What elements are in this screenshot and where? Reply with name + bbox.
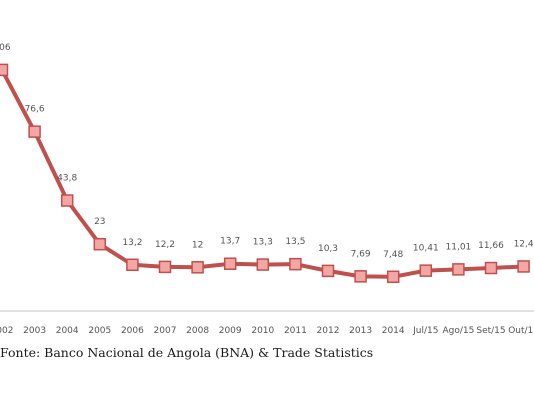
x-tick-label: Out/15	[508, 326, 534, 336]
data-point-marker	[0, 63, 9, 77]
x-tick-labels: 2002 2003 2004 2005 2006 2007 2008 2009 2010 2011…	[0, 326, 534, 336]
x-tick-label: 2007	[154, 326, 177, 336]
data-label: 7,48	[383, 250, 403, 260]
data-series	[0, 63, 530, 284]
data-label: 11,66	[478, 241, 504, 251]
data-point-marker	[452, 263, 465, 276]
data-label: 12,2	[155, 240, 175, 250]
x-tick-label: 2008	[186, 326, 209, 336]
data-label: 23	[94, 217, 105, 227]
data-labels: 106 76,6 43,8 23 13,2 12,2 12 13,7 13,3 13,5 10,3 7…	[0, 43, 534, 260]
x-tick-label: 2009	[219, 326, 242, 336]
data-label: 13,7	[220, 237, 240, 247]
data-point-marker	[484, 261, 498, 275]
data-point-marker	[256, 258, 270, 271]
x-tick-label: 2004	[56, 326, 79, 336]
x-tick-label: 2006	[121, 326, 144, 336]
source-note: Fonte: Banco Nacional de Angola (BNA) & …	[0, 345, 374, 360]
data-label: 10,3	[318, 244, 338, 254]
x-tick-label: 2013	[349, 326, 372, 336]
data-point-marker	[419, 264, 433, 277]
data-label: 106	[0, 43, 11, 53]
data-point-marker	[289, 257, 302, 271]
x-tick-label: 2005	[88, 326, 111, 336]
data-point-marker	[158, 260, 172, 274]
data-label: 12,4	[514, 239, 534, 249]
data-label: 10,41	[413, 244, 439, 254]
data-label: 43,8	[57, 174, 77, 184]
x-tick-label: Jul/15	[412, 326, 438, 336]
data-point-marker	[126, 258, 139, 272]
x-tick-label: 2012	[317, 326, 340, 336]
data-point-marker	[386, 270, 400, 284]
data-point-marker	[60, 194, 74, 207]
data-label: 12	[192, 240, 203, 250]
data-label: 11,01	[446, 242, 472, 252]
data-label: 13,5	[285, 237, 305, 247]
x-tick-label: Set/15	[476, 326, 505, 336]
data-point-marker	[517, 260, 530, 273]
data-point-marker	[321, 264, 335, 278]
data-label: 13,3	[253, 238, 273, 248]
data-point-marker	[191, 261, 204, 274]
data-point-marker	[223, 257, 237, 270]
x-tick-label: 2010	[251, 326, 274, 336]
x-tick-label: 2014	[382, 326, 405, 336]
data-label: 13,2	[122, 238, 142, 248]
x-tick-label: Ago/15	[442, 326, 474, 336]
data-point-marker	[28, 125, 41, 138]
line-chart: 106 76,6 43,8 23 13,2 12,2 12 13,7 13,3 13,5 10,3 7…	[0, 43, 534, 336]
data-point-marker	[354, 270, 367, 283]
data-label: 7,69	[351, 249, 371, 259]
data-label: 76,6	[25, 105, 45, 115]
x-tick-label: 2003	[23, 326, 46, 336]
data-point-marker	[93, 237, 107, 251]
x-tick-label: 2002	[0, 326, 13, 336]
x-tick-label: 2011	[284, 326, 307, 336]
